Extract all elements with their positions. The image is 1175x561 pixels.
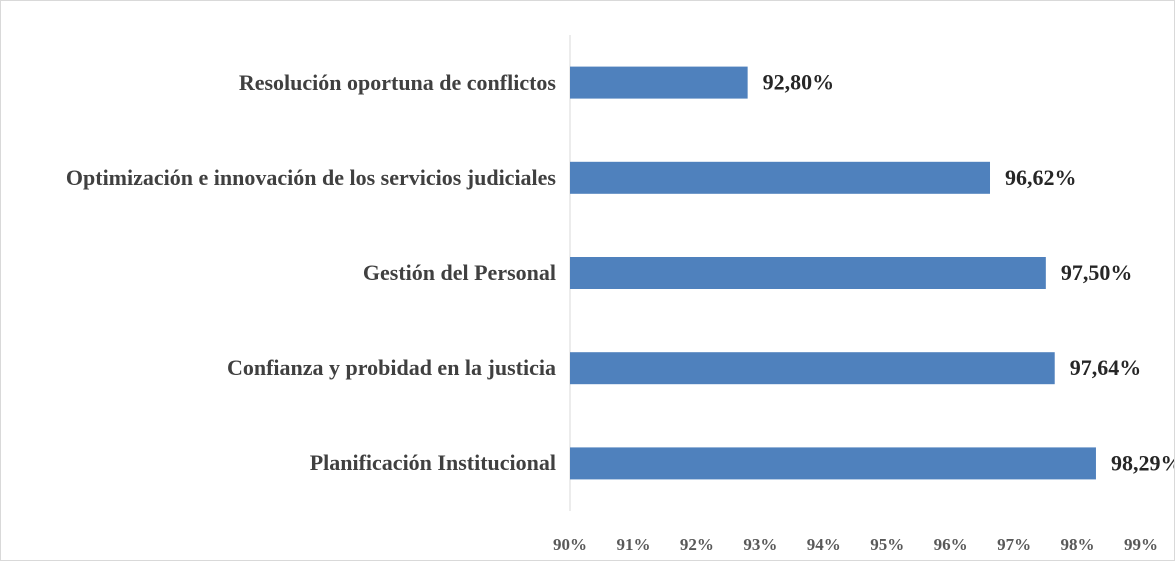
bar [570,352,1055,385]
value-label: 96,62% [1005,165,1077,190]
category-label-box: Optimización e innovación de los servici… [0,163,556,193]
x-tick-label: 91% [616,535,650,554]
category-label-box: Confianza y probidad en la justicia [0,353,556,383]
value-label: 92,80% [763,70,835,95]
x-tick-label: 98% [1061,535,1095,554]
bar [570,161,991,194]
y-tick-label: Confianza y probidad en la justicia [226,355,556,381]
x-tick-label: 96% [934,535,968,554]
bar [570,257,1046,289]
category-label-box: Gestión del Personal [0,258,556,288]
x-tick-label: 95% [870,535,904,554]
x-tick-label: 94% [807,535,841,554]
y-tick-label: Planificación Institucional [309,450,556,476]
category-label-box: Resolución oportuna de conflictos [0,68,556,98]
value-label: 98,29% [1111,450,1174,475]
y-tick-label: Gestión del Personal [362,260,556,285]
value-label: 97,64% [1070,355,1142,380]
x-tick-label: 93% [743,535,777,554]
bar [570,66,748,99]
value-label: 97,50% [1061,260,1133,285]
x-tick-label: 92% [680,535,714,554]
x-tick-label: 99% [1124,535,1158,554]
x-tick-label: 90% [553,535,587,554]
x-tick-label: 97% [997,535,1031,554]
y-tick-label: Optimización e innovación de los servici… [65,164,556,190]
bar [570,447,1096,480]
y-tick-label: Resolución oportuna de conflictos [238,69,556,95]
category-label-box: Planificación Institucional [0,448,556,478]
